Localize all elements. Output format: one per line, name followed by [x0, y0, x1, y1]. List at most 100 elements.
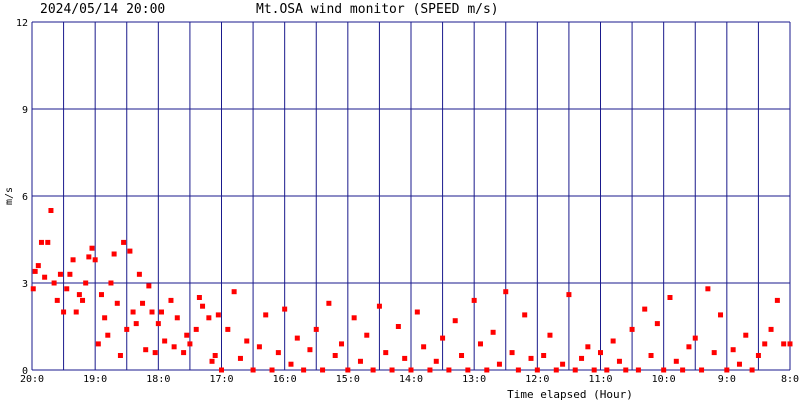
point	[579, 355, 585, 361]
y-tick-label: 3	[22, 279, 28, 290]
point	[560, 361, 566, 367]
x-tick-label: 18:0	[146, 374, 170, 385]
point	[661, 367, 667, 373]
point	[572, 367, 578, 373]
point	[73, 309, 79, 315]
point	[117, 353, 123, 358]
point	[67, 271, 73, 277]
point	[762, 341, 768, 347]
point	[345, 367, 351, 373]
point	[250, 367, 256, 373]
point	[206, 315, 212, 321]
point	[111, 251, 117, 257]
point	[187, 341, 193, 347]
point	[196, 295, 202, 300]
point	[667, 295, 673, 300]
point	[231, 289, 237, 295]
point	[57, 271, 63, 277]
point	[351, 315, 357, 321]
point	[522, 312, 528, 318]
point	[130, 309, 136, 315]
point	[288, 361, 294, 367]
point	[124, 326, 130, 332]
point	[743, 332, 749, 338]
point	[421, 344, 427, 350]
point	[35, 263, 41, 269]
point	[86, 254, 92, 260]
x-tick-label: 13:0	[462, 374, 486, 385]
point	[146, 283, 152, 289]
point	[174, 315, 180, 321]
x-tick-label: 14:0	[399, 374, 423, 385]
point	[95, 341, 101, 347]
point	[51, 280, 57, 286]
point	[54, 297, 60, 303]
point	[648, 353, 654, 358]
point	[158, 309, 164, 315]
point	[566, 292, 572, 298]
x-tick-label: 10:0	[652, 374, 676, 385]
point	[32, 268, 38, 274]
x-tick-label: 8:0	[781, 374, 799, 385]
point	[155, 321, 161, 327]
point	[143, 347, 149, 353]
point	[673, 358, 679, 364]
point	[547, 332, 553, 338]
point	[320, 367, 326, 373]
point	[768, 326, 774, 332]
point	[484, 367, 490, 373]
point	[108, 280, 114, 286]
point	[585, 344, 591, 350]
point	[383, 350, 389, 356]
point	[395, 324, 401, 329]
point	[459, 353, 465, 358]
y-tick-label: 12	[16, 18, 28, 29]
point	[140, 300, 146, 306]
point	[38, 239, 44, 245]
y-tick-label: 9	[22, 105, 28, 116]
point	[515, 367, 521, 373]
point	[528, 355, 534, 361]
point	[98, 292, 104, 298]
x-axis-label: Time elapsed (Hour)	[507, 388, 633, 400]
point	[212, 353, 218, 358]
point	[83, 280, 89, 286]
point	[219, 367, 224, 373]
point	[114, 300, 120, 306]
y-tick-label: 0	[22, 366, 28, 377]
point	[446, 367, 452, 373]
point	[465, 367, 471, 373]
point	[718, 312, 724, 318]
point	[623, 367, 629, 373]
point	[168, 297, 174, 303]
point	[326, 300, 332, 306]
point	[686, 344, 692, 350]
point	[610, 338, 616, 344]
point	[736, 361, 742, 367]
point	[477, 341, 483, 347]
point	[433, 358, 439, 364]
point	[711, 350, 717, 356]
point	[70, 257, 76, 263]
point	[534, 367, 540, 373]
point	[184, 332, 190, 338]
x-tick-label: 20:0	[20, 374, 44, 385]
point	[64, 286, 70, 292]
point	[408, 367, 414, 373]
point	[313, 326, 319, 332]
point	[80, 297, 86, 303]
point	[244, 338, 250, 344]
point	[705, 286, 711, 292]
x-tick-label: 15:0	[336, 374, 360, 385]
x-tick-label: 19:0	[83, 374, 107, 385]
point	[692, 335, 698, 341]
point	[553, 367, 559, 373]
point	[402, 355, 408, 361]
point	[152, 350, 158, 356]
point	[45, 239, 51, 245]
point	[149, 309, 155, 315]
point	[76, 292, 82, 298]
point	[193, 326, 199, 332]
point	[332, 353, 338, 358]
